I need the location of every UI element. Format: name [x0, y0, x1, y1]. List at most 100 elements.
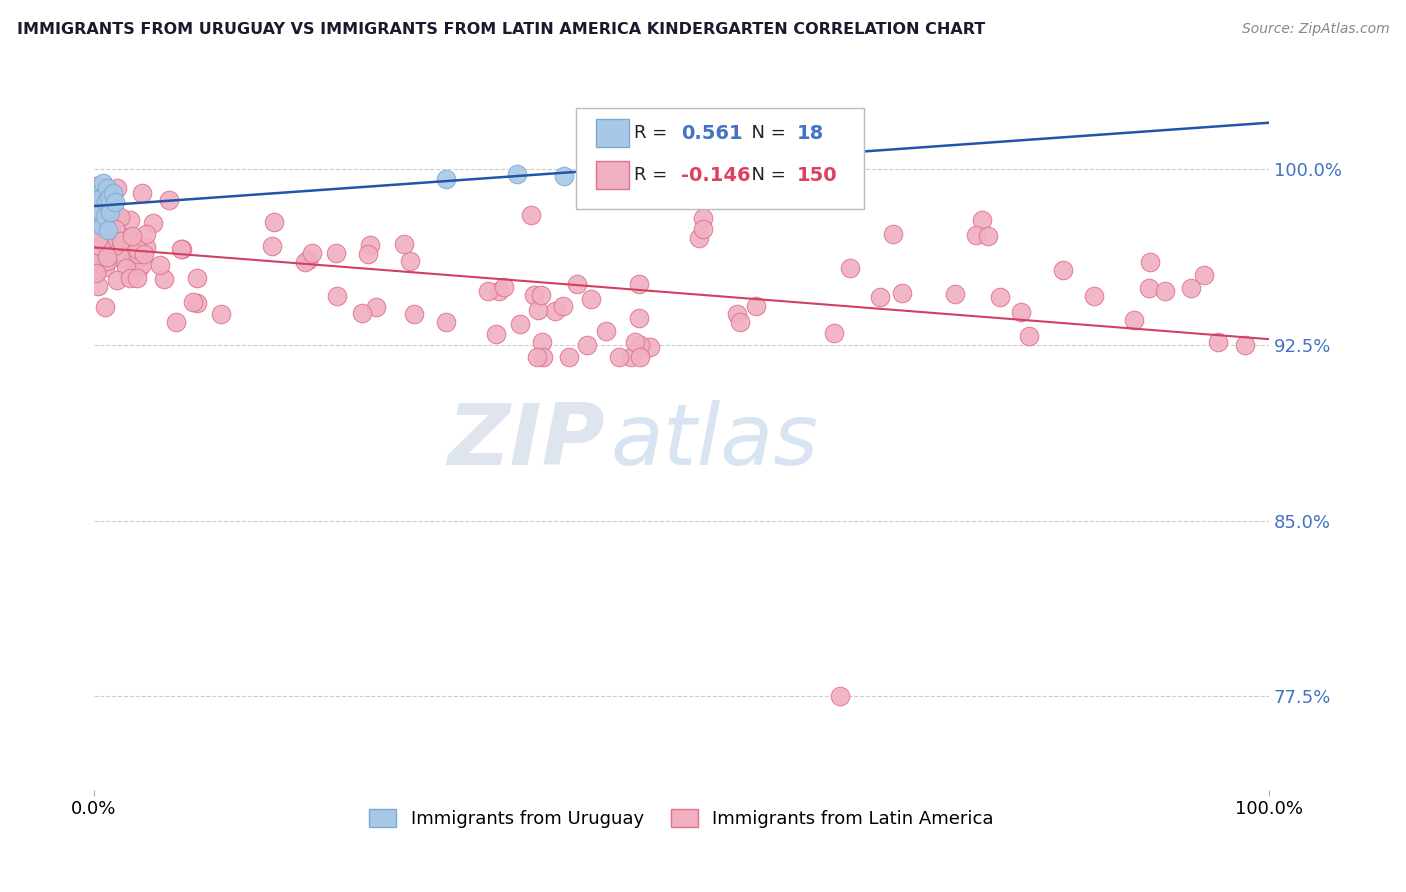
Point	[838, 260, 860, 275]
Point	[128, 260, 150, 275]
Point	[91, 235, 114, 250]
Point	[91, 205, 114, 219]
Point	[576, 338, 599, 352]
Point	[523, 288, 546, 302]
Point	[120, 212, 142, 227]
Point	[477, 285, 499, 299]
Point	[84, 199, 107, 213]
Point	[105, 273, 128, 287]
Point	[101, 186, 124, 200]
Point	[526, 350, 548, 364]
Point	[96, 250, 118, 264]
Point	[104, 247, 127, 261]
Point	[297, 252, 319, 267]
Point	[98, 190, 121, 204]
Point	[1018, 329, 1040, 343]
Point	[104, 195, 127, 210]
Point	[882, 227, 904, 241]
Point	[1206, 334, 1229, 349]
Point	[352, 305, 374, 319]
Point	[89, 216, 111, 230]
Point	[688, 231, 710, 245]
Point	[165, 315, 187, 329]
Text: 18: 18	[797, 123, 824, 143]
Point	[127, 242, 149, 256]
Point	[84, 262, 107, 277]
Point	[186, 270, 208, 285]
Point	[579, 293, 602, 307]
Point	[172, 243, 194, 257]
Text: Source: ZipAtlas.com: Source: ZipAtlas.com	[1241, 22, 1389, 37]
Point	[87, 279, 110, 293]
Point	[89, 225, 111, 239]
Point	[692, 211, 714, 225]
Point	[157, 193, 180, 207]
Point	[745, 299, 768, 313]
Text: atlas: atlas	[612, 400, 818, 483]
Point	[398, 254, 420, 268]
Point	[402, 307, 425, 321]
Point	[87, 186, 110, 200]
Point	[93, 235, 115, 249]
Legend: Immigrants from Uruguay, Immigrants from Latin America: Immigrants from Uruguay, Immigrants from…	[361, 802, 1001, 835]
Text: R =: R =	[634, 166, 673, 184]
Point	[89, 247, 111, 261]
Point	[96, 219, 118, 233]
Point	[630, 338, 652, 352]
Point	[263, 215, 285, 229]
Point	[692, 222, 714, 236]
Point	[132, 246, 155, 260]
Point	[110, 251, 132, 265]
Point	[530, 288, 553, 302]
Point	[1083, 288, 1105, 302]
Point	[531, 350, 554, 364]
Point	[1137, 281, 1160, 295]
Point	[262, 239, 284, 253]
Point	[87, 223, 110, 237]
Point	[970, 213, 993, 227]
Point	[149, 258, 172, 272]
Point	[87, 207, 110, 221]
Point	[943, 287, 966, 301]
Point	[567, 277, 589, 292]
Point	[84, 223, 107, 237]
Point	[624, 335, 647, 350]
Point	[118, 270, 141, 285]
Point	[527, 303, 550, 318]
Text: N =: N =	[740, 166, 792, 184]
Point	[84, 178, 107, 193]
Point	[111, 234, 134, 248]
Point	[127, 247, 149, 261]
Point	[595, 324, 617, 338]
Point	[84, 266, 107, 280]
Point	[90, 181, 112, 195]
Point	[301, 246, 323, 260]
Point	[87, 257, 110, 271]
Point	[131, 257, 153, 271]
Point	[891, 286, 914, 301]
Point	[628, 350, 651, 364]
Point	[94, 260, 117, 275]
Point	[640, 340, 662, 354]
Point	[110, 210, 132, 224]
Point	[170, 242, 193, 256]
Point	[492, 279, 515, 293]
Text: ZIP: ZIP	[447, 400, 605, 483]
Point	[609, 350, 631, 364]
Point	[977, 228, 1000, 243]
Point	[84, 250, 107, 264]
Point	[436, 171, 458, 186]
Point	[519, 208, 541, 222]
Point	[553, 169, 575, 184]
Point	[1234, 338, 1257, 352]
Point	[97, 197, 120, 211]
FancyBboxPatch shape	[575, 108, 863, 210]
FancyBboxPatch shape	[596, 120, 628, 147]
Text: IMMIGRANTS FROM URUGUAY VS IMMIGRANTS FROM LATIN AMERICA KINDERGARTEN CORRELATIO: IMMIGRANTS FROM URUGUAY VS IMMIGRANTS FR…	[17, 22, 986, 37]
Point	[86, 264, 108, 278]
Point	[100, 223, 122, 237]
Point	[1180, 281, 1202, 295]
Point	[294, 255, 316, 269]
Point	[84, 212, 107, 227]
Point	[135, 240, 157, 254]
